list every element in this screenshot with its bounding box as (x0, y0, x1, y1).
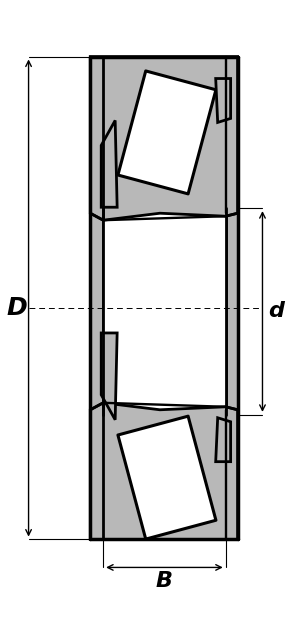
Polygon shape (90, 402, 238, 539)
Polygon shape (101, 121, 117, 208)
Bar (118, 71, 216, 194)
Polygon shape (90, 57, 238, 220)
Polygon shape (90, 208, 103, 415)
Polygon shape (216, 418, 231, 462)
Bar (118, 416, 216, 539)
Text: D: D (6, 296, 27, 320)
Polygon shape (103, 208, 226, 415)
Polygon shape (101, 333, 117, 420)
Text: B: B (155, 571, 172, 591)
Polygon shape (216, 79, 231, 122)
Polygon shape (226, 208, 238, 415)
Polygon shape (90, 57, 238, 539)
Text: d: d (268, 301, 284, 321)
